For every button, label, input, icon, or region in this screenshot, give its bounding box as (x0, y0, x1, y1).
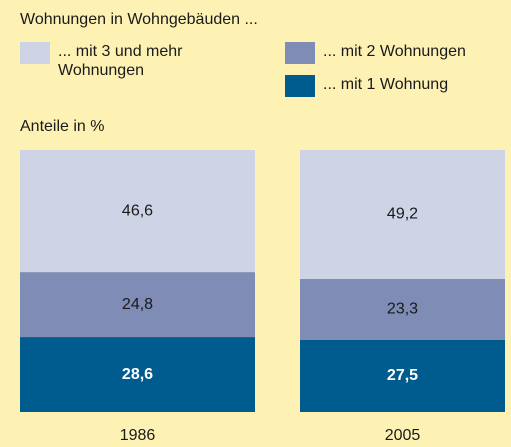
legend-item: ... mit 3 und mehr Wohnungen (20, 42, 218, 80)
legend-label: ... mit 3 und mehr Wohnungen (58, 43, 183, 79)
legend-swatch (285, 75, 315, 97)
legend-item: ... mit 1 Wohnung (285, 75, 483, 97)
value-label: 24,8 (122, 296, 153, 313)
legend-swatch (285, 42, 315, 64)
bar-segment (300, 278, 505, 340)
chart-title: Wohnungen in Wohngebäuden ... (20, 11, 258, 28)
bar-segment (300, 339, 505, 412)
bar-segment (300, 150, 505, 279)
x-tick-label: 1986 (120, 427, 156, 444)
value-label: 46,6 (122, 202, 153, 219)
bar-segment (20, 150, 255, 273)
x-tick-label: 2005 (385, 427, 421, 444)
bar-segment (20, 337, 255, 412)
legend-swatch (20, 42, 50, 64)
value-label: 23,3 (387, 301, 418, 318)
value-label: 28,6 (122, 366, 153, 383)
legend-item: ... mit 2 Wohnungen (285, 42, 483, 64)
y-axis-label: Anteile in % (20, 118, 105, 135)
value-label: 49,2 (387, 206, 418, 223)
bar-segment (20, 272, 255, 338)
value-label: 27,5 (387, 367, 418, 384)
legend-label: ... mit 1 Wohnung (323, 76, 449, 93)
legend-label: ... mit 2 Wohnungen (323, 43, 466, 60)
